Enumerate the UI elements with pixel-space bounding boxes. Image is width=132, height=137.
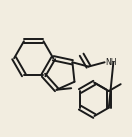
Text: NH: NH — [106, 58, 117, 67]
